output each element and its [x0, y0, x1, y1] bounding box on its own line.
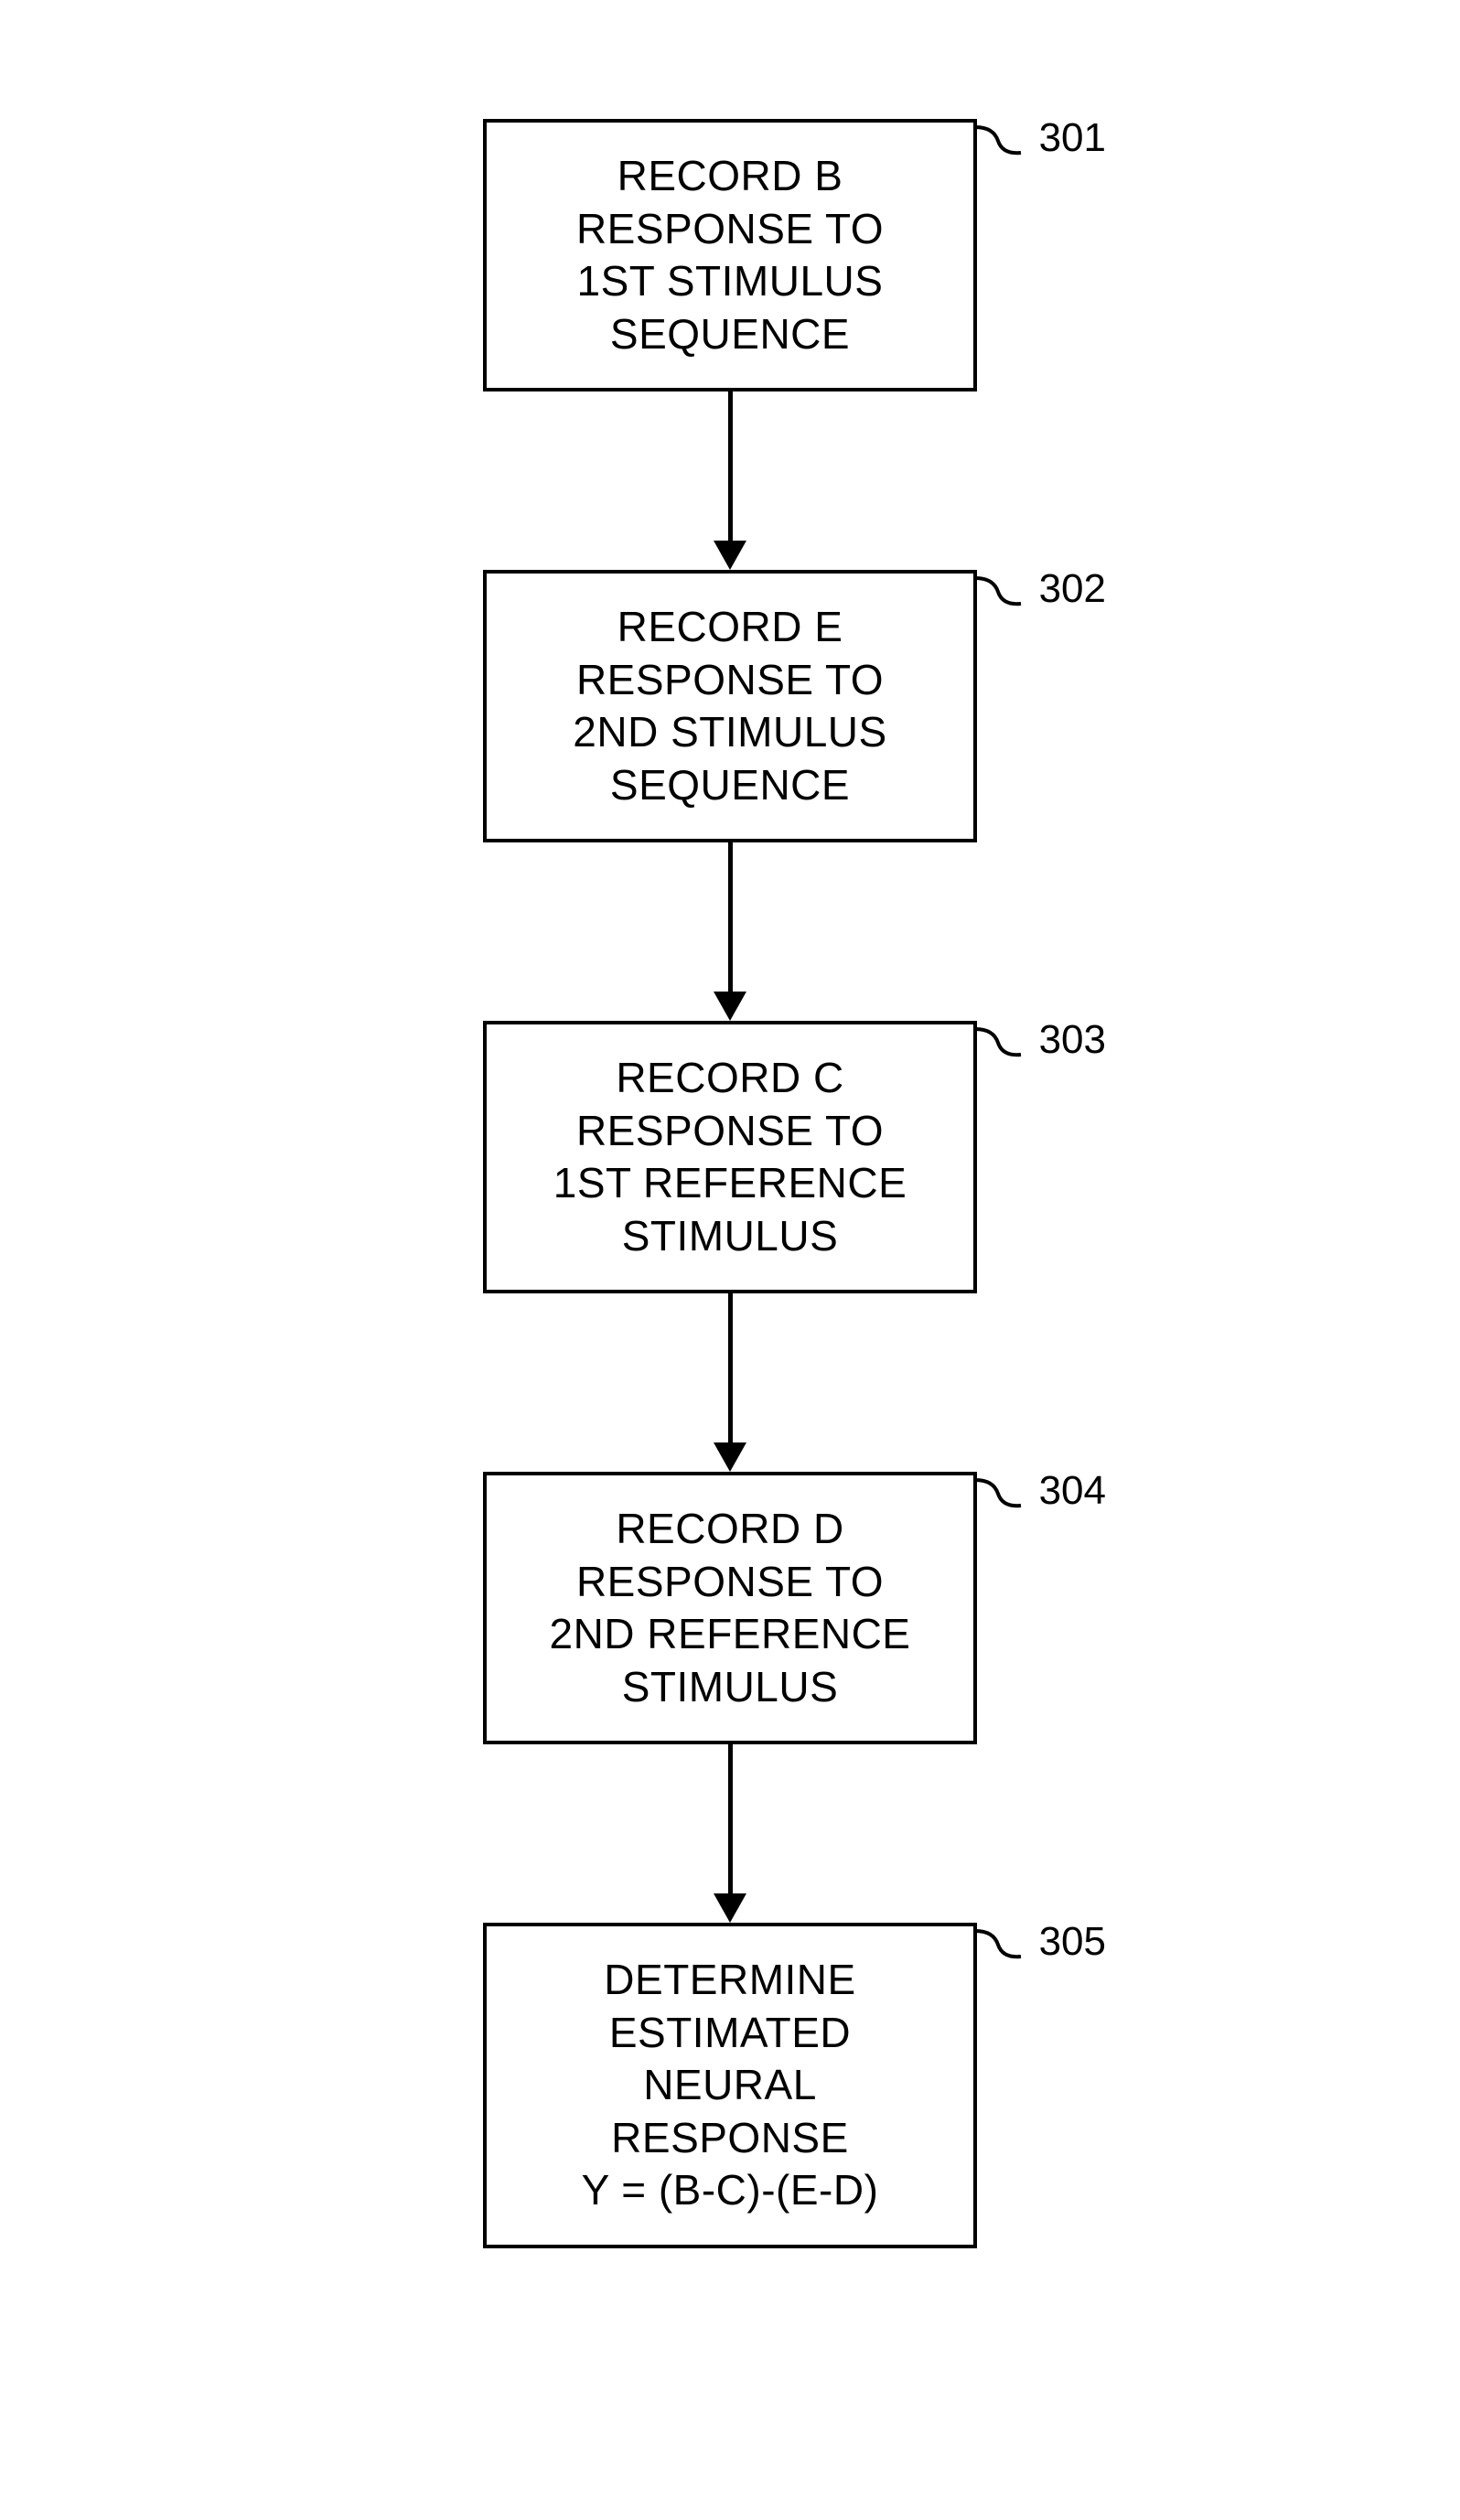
node-line-3-0: RECORD C [616, 1052, 843, 1105]
flowchart: 301 RECORD B RESPONSE TO 1ST STIMULUS SE… [483, 119, 977, 2248]
node-line-2-3: SEQUENCE [610, 759, 850, 812]
node-line-2-1: RESPONSE TO [576, 654, 884, 707]
arrow-1 [714, 391, 746, 570]
flow-node-2: 302 RECORD E RESPONSE TO 2ND STIMULUS SE… [483, 570, 977, 842]
ref-number-2: 302 [1039, 566, 1106, 612]
reference-label-4: 304 [975, 1468, 1106, 1514]
arrow-line [728, 1744, 733, 1893]
arrow-head-icon [714, 541, 746, 570]
node-line-5-4: Y = (B-C)-(E-D) [582, 2164, 879, 2217]
node-line-4-2: 2ND REFERENCE [549, 1608, 910, 1661]
hook-icon [975, 569, 1025, 610]
hook-icon [975, 1471, 1025, 1512]
node-line-4-1: RESPONSE TO [576, 1556, 884, 1609]
hook-icon [975, 1020, 1025, 1061]
arrow-line [728, 842, 733, 992]
flow-node-3: 303 RECORD C RESPONSE TO 1ST REFERENCE S… [483, 1021, 977, 1293]
arrow-line [728, 1293, 733, 1442]
flow-node-1: 301 RECORD B RESPONSE TO 1ST STIMULUS SE… [483, 119, 977, 391]
node-line-4-0: RECORD D [616, 1503, 843, 1556]
node-line-1-1: RESPONSE TO [576, 203, 884, 256]
ref-number-1: 301 [1039, 115, 1106, 161]
reference-label-5: 305 [975, 1919, 1106, 1965]
node-line-3-3: STIMULUS [622, 1210, 839, 1263]
ref-number-4: 304 [1039, 1468, 1106, 1514]
node-line-1-0: RECORD B [617, 150, 843, 203]
reference-label-1: 301 [975, 115, 1106, 161]
node-line-3-1: RESPONSE TO [576, 1105, 884, 1158]
node-line-2-2: 2ND STIMULUS [573, 706, 886, 759]
reference-label-2: 302 [975, 566, 1106, 612]
arrow-head-icon [714, 992, 746, 1021]
hook-icon [975, 118, 1025, 159]
node-line-4-3: STIMULUS [622, 1661, 839, 1714]
flow-node-5: 305 DETERMINE ESTIMATED NEURAL RESPONSE … [483, 1923, 977, 2248]
node-line-2-0: RECORD E [617, 601, 843, 654]
arrow-head-icon [714, 1442, 746, 1472]
node-line-5-1: ESTIMATED [609, 2007, 851, 2060]
node-line-3-2: 1ST REFERENCE [553, 1157, 907, 1210]
arrow-head-icon [714, 1893, 746, 1923]
ref-number-5: 305 [1039, 1919, 1106, 1965]
arrow-3 [714, 1293, 746, 1472]
node-line-5-3: RESPONSE [611, 2112, 849, 2165]
arrow-4 [714, 1744, 746, 1923]
reference-label-3: 303 [975, 1017, 1106, 1063]
node-line-5-2: NEURAL [643, 2059, 817, 2112]
hook-icon [975, 1922, 1025, 1963]
node-line-1-2: 1ST STIMULUS [577, 255, 884, 308]
arrow-2 [714, 842, 746, 1021]
ref-number-3: 303 [1039, 1017, 1106, 1063]
arrow-line [728, 391, 733, 541]
node-line-1-3: SEQUENCE [610, 308, 850, 361]
node-line-5-0: DETERMINE [604, 1954, 855, 2007]
flow-node-4: 304 RECORD D RESPONSE TO 2ND REFERENCE S… [483, 1472, 977, 1744]
